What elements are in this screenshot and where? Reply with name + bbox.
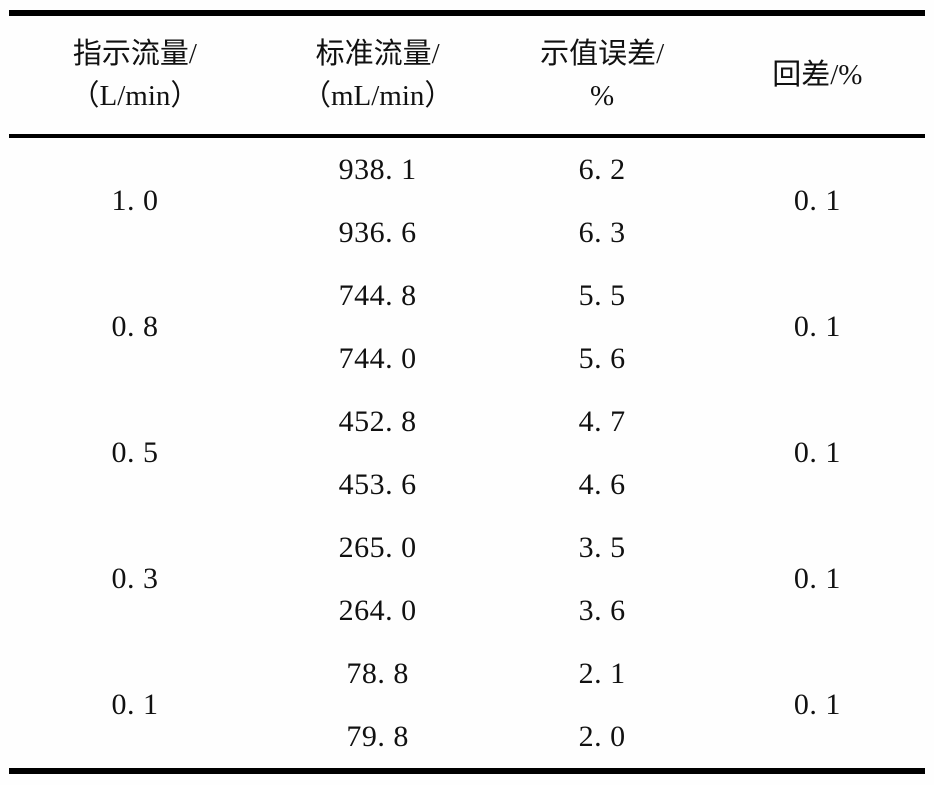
hysteresis-cell: 0. 1 bbox=[793, 436, 841, 469]
header-unit: （mL/min） bbox=[301, 80, 454, 112]
header-line: 标准流量/ bbox=[315, 37, 440, 70]
flow-calibration-table: 指示流量/ （L/min） 标准流量/ （mL/min） 示值误差/ % 回差/… bbox=[9, 10, 925, 774]
standard-flow-cell: 744. 8 bbox=[338, 278, 417, 312]
error-cell: 5. 5 bbox=[578, 278, 626, 312]
indicated-flow-cell: 1. 0 bbox=[111, 184, 159, 217]
indicated-flow-cell: 0. 3 bbox=[111, 562, 159, 595]
table-row: 0. 3 265. 0 3. 5 0. 1 bbox=[9, 516, 925, 596]
indicated-flow-cell: 0. 8 bbox=[111, 310, 159, 343]
table-row: 453. 6 4. 6 bbox=[9, 453, 925, 516]
standard-flow-cell: 744. 0 bbox=[338, 341, 417, 375]
col-header-standard-flow: 标准流量/ （mL/min） bbox=[261, 13, 495, 136]
standard-flow-cell: 79. 8 bbox=[346, 719, 409, 753]
indicated-flow-cell: 0. 1 bbox=[111, 688, 159, 721]
error-cell: 4. 6 bbox=[578, 467, 626, 501]
hysteresis-cell: 0. 1 bbox=[793, 562, 841, 595]
col-header-hysteresis: 回差/% bbox=[710, 13, 925, 136]
standard-flow-cell: 265. 0 bbox=[338, 530, 417, 564]
standard-flow-cell: 452. 8 bbox=[338, 404, 417, 438]
hysteresis-cell: 0. 1 bbox=[793, 184, 841, 217]
table-row: 936. 6 6. 3 bbox=[9, 201, 925, 264]
header-line: 回差/% bbox=[772, 58, 863, 91]
standard-flow-cell: 78. 8 bbox=[346, 656, 409, 690]
table-header: 指示流量/ （L/min） 标准流量/ （mL/min） 示值误差/ % 回差/… bbox=[9, 13, 925, 136]
header-row: 指示流量/ （L/min） 标准流量/ （mL/min） 示值误差/ % 回差/… bbox=[9, 13, 925, 136]
hysteresis-cell: 0. 1 bbox=[793, 310, 841, 343]
table-row: 0. 5 452. 8 4. 7 0. 1 bbox=[9, 390, 925, 470]
table-row: 0. 1 78. 8 2. 1 0. 1 bbox=[9, 642, 925, 722]
error-cell: 3. 6 bbox=[578, 593, 626, 627]
table-row: 264. 0 3. 6 bbox=[9, 579, 925, 642]
header-line: 示值误差/ bbox=[540, 37, 665, 70]
standard-flow-cell: 453. 6 bbox=[338, 467, 417, 501]
table-row: 79. 8 2. 0 bbox=[9, 705, 925, 771]
error-cell: 2. 0 bbox=[578, 719, 626, 753]
table-row: 1. 0 938. 1 6. 2 0. 1 bbox=[9, 136, 925, 218]
hysteresis-cell: 0. 1 bbox=[793, 688, 841, 721]
error-cell: 2. 1 bbox=[578, 656, 626, 690]
error-cell: 4. 7 bbox=[578, 404, 626, 438]
header-unit: % bbox=[590, 80, 615, 112]
standard-flow-cell: 938. 1 bbox=[338, 152, 417, 186]
standard-flow-cell: 936. 6 bbox=[338, 215, 417, 249]
header-line: 指示流量/ bbox=[72, 37, 197, 70]
error-cell: 3. 5 bbox=[578, 530, 626, 564]
col-header-indication-error: 示值误差/ % bbox=[494, 13, 709, 136]
error-cell: 6. 3 bbox=[578, 215, 626, 249]
error-cell: 6. 2 bbox=[578, 152, 626, 186]
standard-flow-cell: 264. 0 bbox=[338, 593, 417, 627]
table-body: 1. 0 938. 1 6. 2 0. 1 936. 6 6. 3 0. 8 7… bbox=[9, 136, 925, 771]
header-unit: （L/min） bbox=[70, 80, 200, 112]
col-header-indicated-flow: 指示流量/ （L/min） bbox=[9, 13, 261, 136]
table-row: 0. 8 744. 8 5. 5 0. 1 bbox=[9, 264, 925, 344]
error-cell: 5. 6 bbox=[578, 341, 626, 375]
indicated-flow-cell: 0. 5 bbox=[111, 436, 159, 469]
table-row: 744. 0 5. 6 bbox=[9, 327, 925, 390]
